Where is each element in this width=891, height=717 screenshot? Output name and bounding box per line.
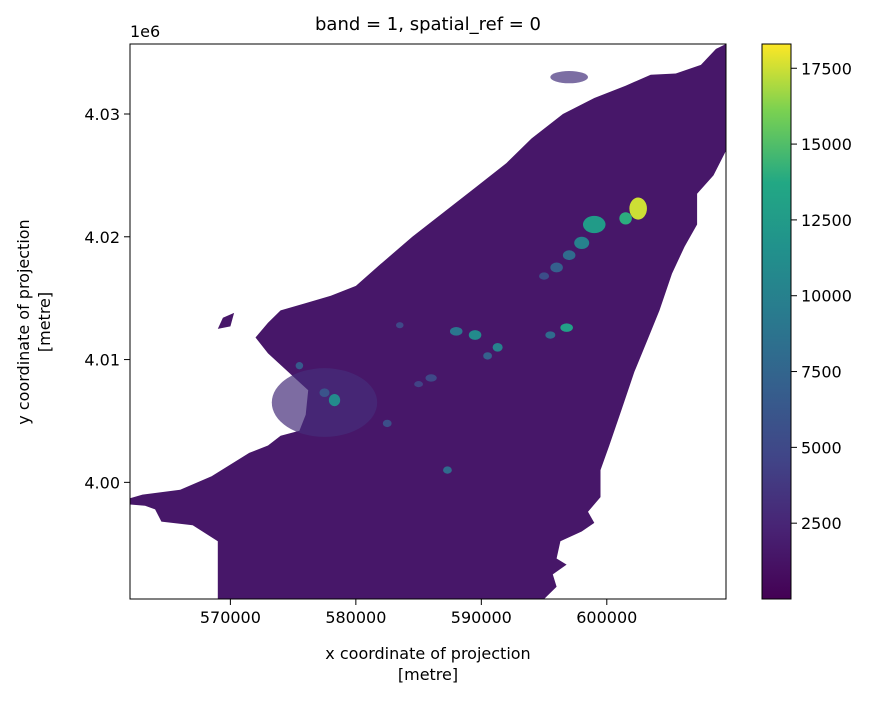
colorbar-gradient — [761, 43, 792, 600]
y-tick-label: 4.00 — [84, 473, 120, 492]
y-tick-label: 4.02 — [84, 228, 120, 247]
x-axis: 570000 580000 590000 600000 — [200, 599, 637, 627]
raster-hotspot — [443, 466, 452, 474]
raster-hotspot — [414, 381, 423, 388]
x-tick-label: 590000 — [451, 608, 512, 627]
y-tick-label: 4.01 — [84, 351, 120, 370]
y-tick-label: 4.03 — [84, 105, 120, 124]
raster-zone — [271, 368, 378, 437]
y-offset-label: 1e6 — [130, 22, 160, 41]
raster-hotspot — [545, 331, 556, 339]
raster-hotspot — [449, 327, 463, 336]
plot-frame — [129, 43, 727, 600]
raster-hotspot — [562, 250, 576, 261]
raster-hotspot — [582, 215, 606, 234]
islet-area — [217, 312, 235, 329]
y-axis: 4.00 4.01 4.02 4.03 — [84, 105, 130, 492]
raster-hotspot — [550, 262, 563, 273]
land-area — [130, 44, 726, 599]
colorbar-tick-label: 5000 — [801, 438, 842, 457]
raster-hotspot — [629, 197, 647, 220]
y-axis-label: y coordinate of projection [metre] — [14, 219, 54, 424]
raster-hotspot — [560, 323, 573, 332]
colorbar-tick-label: 7500 — [801, 363, 842, 382]
chart-title: band = 1, spatial_ref = 0 — [315, 14, 541, 35]
plot-area — [130, 44, 726, 599]
raster-zone — [550, 71, 588, 84]
x-axis-label: x coordinate of projection [metre] — [325, 644, 530, 684]
raster-hotspot — [295, 362, 304, 370]
raster-hotspot — [396, 322, 404, 329]
colorbar-tick-label: 15000 — [801, 135, 852, 154]
raster-hotspot — [492, 342, 503, 352]
raster-hotspot — [539, 272, 550, 280]
raster-hotspot — [574, 236, 590, 250]
raster-hotspot — [382, 419, 392, 428]
colorbar-tick-label: 17500 — [801, 59, 852, 78]
raster-hotspot — [483, 352, 492, 360]
raster-hotspot — [468, 330, 482, 340]
colorbar: 2500 5000 7500 10000 12500 15000 17500 — [761, 43, 852, 600]
raster-hotspot — [619, 212, 632, 225]
raster-hotspot — [425, 374, 437, 382]
colorbar-tick-label: 10000 — [801, 287, 852, 306]
x-tick-label: 580000 — [325, 608, 386, 627]
colorbar-tick-label: 2500 — [801, 514, 842, 533]
raster-hotspot — [328, 393, 341, 407]
x-tick-label: 600000 — [576, 608, 637, 627]
colorbar-tick-label: 12500 — [801, 211, 852, 230]
raster-hotspot — [319, 388, 330, 398]
x-tick-label: 570000 — [200, 608, 261, 627]
